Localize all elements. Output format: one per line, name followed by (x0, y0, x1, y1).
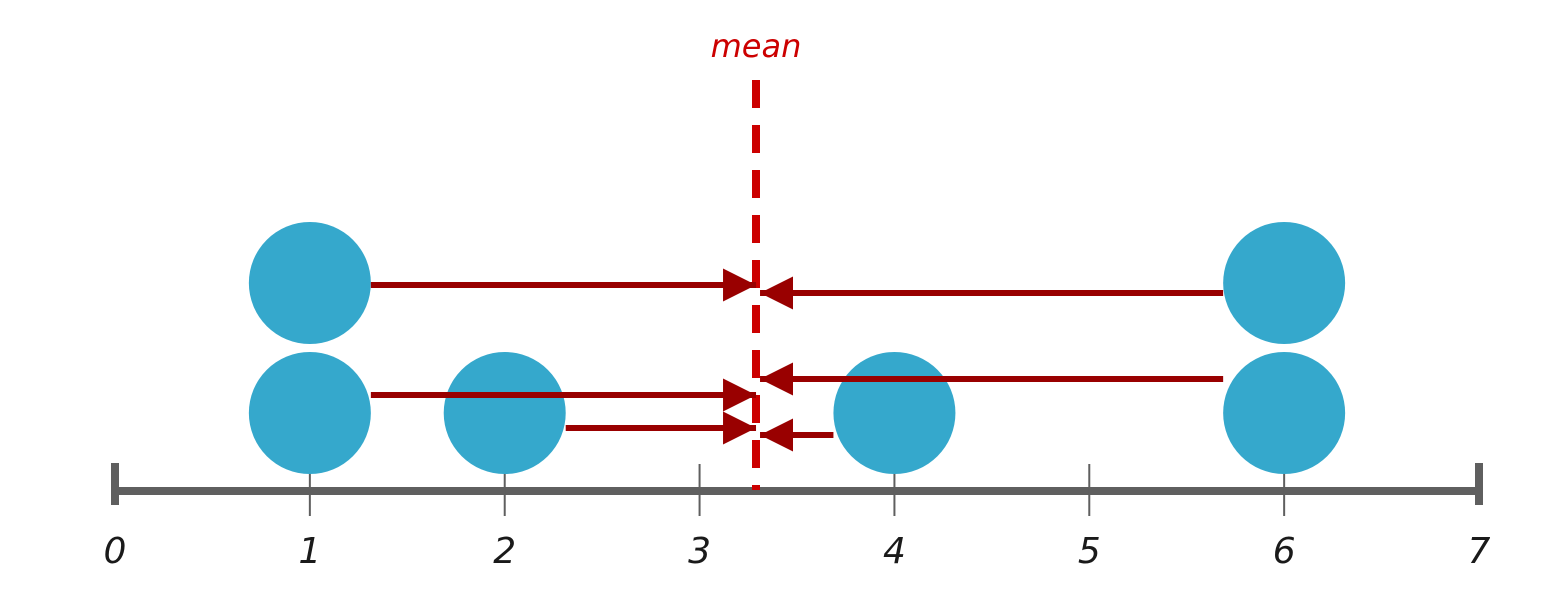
data-points (248, 222, 1346, 474)
data-point-circle (1223, 222, 1346, 344)
mean-label: mean (711, 27, 802, 65)
data-point-circle (248, 352, 371, 474)
axis-tick-label: 6 (1273, 531, 1296, 572)
axis-tick-labels: 0 1 2 3 4 5 6 7 (104, 531, 1491, 572)
axis-tick-label: 5 (1078, 531, 1101, 572)
data-point-circle (833, 352, 956, 474)
axis-tick-label: 2 (493, 531, 516, 572)
number-line: 0 1 2 3 4 5 6 7 (104, 463, 1491, 572)
axis-tick-label: 7 (1468, 531, 1491, 572)
data-point-circle (1223, 352, 1346, 474)
axis-tick-label: 3 (688, 531, 711, 572)
axis-tick-label: 1 (298, 531, 321, 572)
deviation-arrows (370, 268, 1224, 452)
data-point-circle (248, 222, 371, 344)
data-point-circle (443, 352, 566, 474)
mean-marker: mean (711, 27, 802, 490)
axis-tick-label: 0 (104, 531, 127, 572)
axis-tick-label: 4 (883, 531, 906, 572)
